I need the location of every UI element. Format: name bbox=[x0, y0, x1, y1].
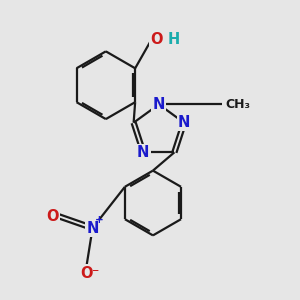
Text: O: O bbox=[151, 32, 163, 47]
Text: O: O bbox=[80, 266, 93, 280]
Text: N: N bbox=[178, 115, 190, 130]
Text: N: N bbox=[137, 145, 149, 160]
Text: +: + bbox=[95, 215, 103, 225]
Text: H: H bbox=[167, 32, 180, 47]
Text: CH₃: CH₃ bbox=[226, 98, 251, 111]
Text: O: O bbox=[46, 209, 58, 224]
Text: N: N bbox=[86, 220, 99, 236]
Text: ⁻: ⁻ bbox=[91, 266, 99, 280]
Text: N: N bbox=[153, 97, 165, 112]
